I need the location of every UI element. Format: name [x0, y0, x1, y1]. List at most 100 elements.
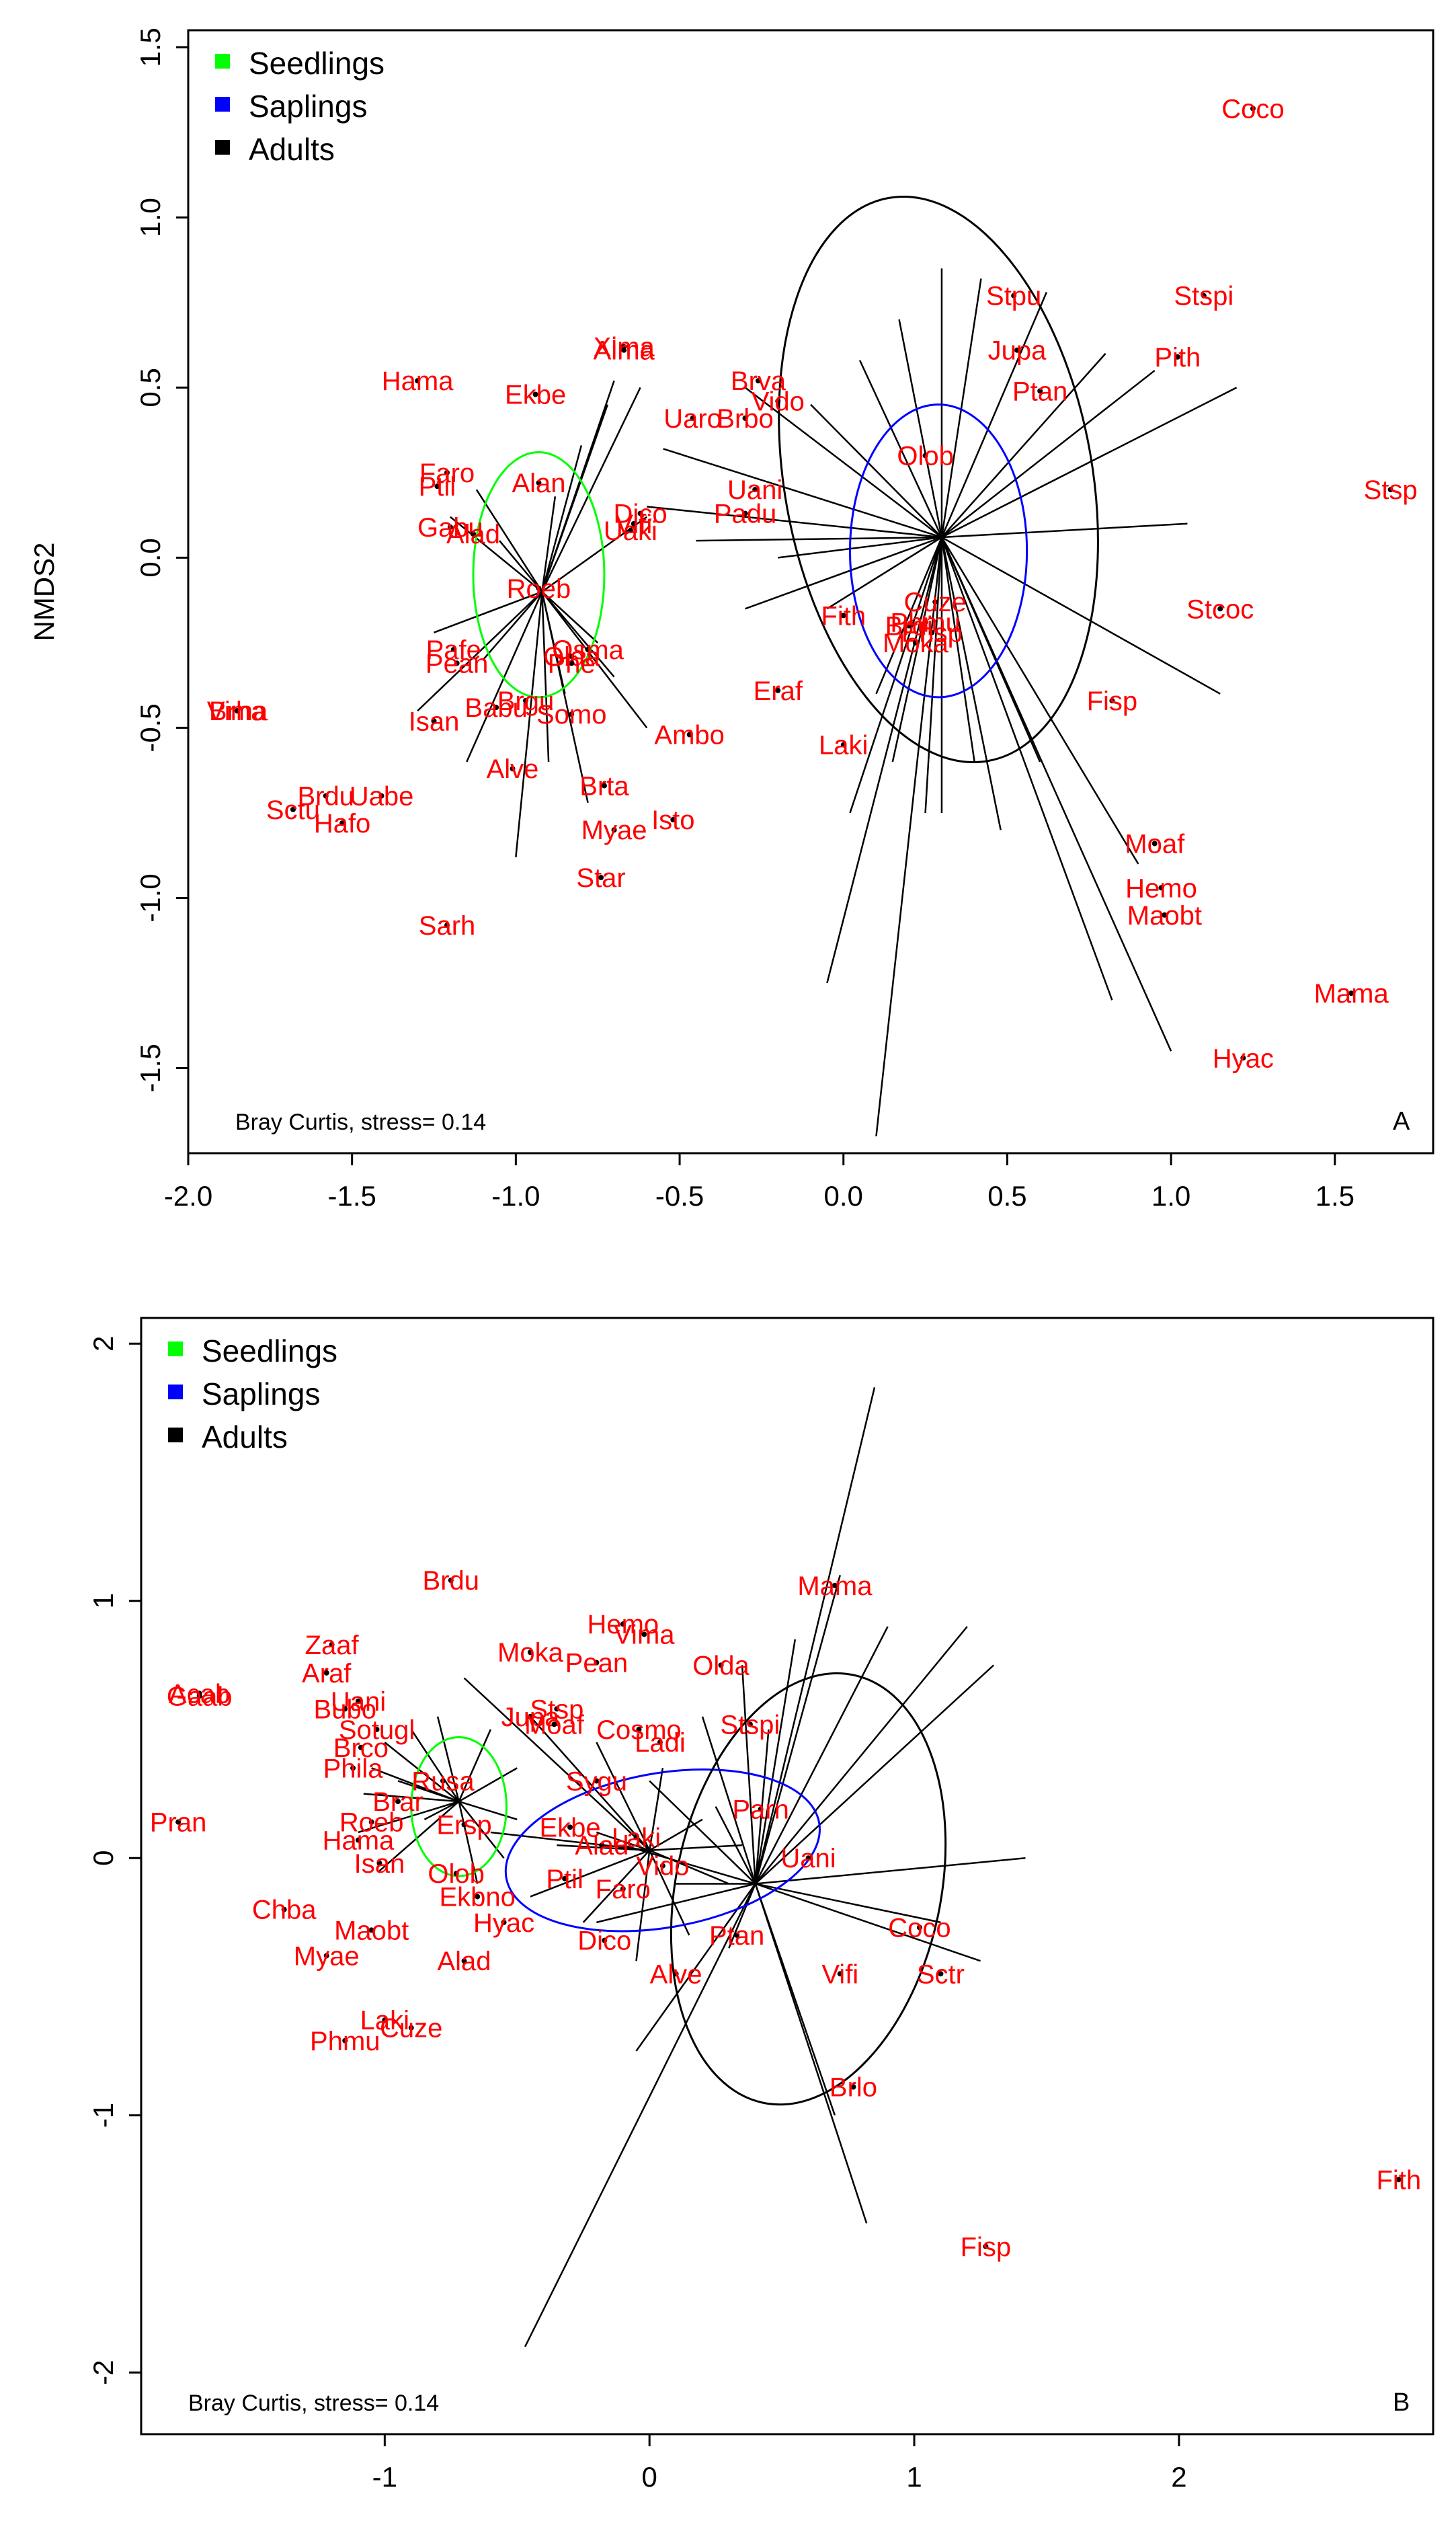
- species-point: [621, 347, 627, 353]
- species-point: [453, 1871, 459, 1877]
- spider-line-adults: [941, 352, 1106, 538]
- spider-line-adults: [826, 537, 943, 984]
- species-label: Fisp: [961, 2232, 1012, 2262]
- spider-line-adults: [849, 537, 943, 814]
- species-label: Maobt: [334, 1916, 409, 1945]
- spider-line-adults: [647, 506, 942, 539]
- species-point: [461, 1958, 467, 1964]
- species-label: Brdu: [423, 1566, 480, 1596]
- spider-line-seedlings: [541, 591, 550, 763]
- species-label: Coco: [888, 1913, 951, 1943]
- species-point: [447, 524, 453, 530]
- spider-line-adults: [754, 1626, 968, 1885]
- panel-a: -2.0 -1.5 -1.0 -0.5 0.0 0.5 1.0 1.5 -1.5 -1.0 -0.5…: [28, 28, 1434, 1212]
- species-point: [493, 705, 499, 711]
- spider-line-adults: [696, 536, 942, 542]
- species-point: [840, 742, 846, 748]
- species-point: [368, 1927, 374, 1933]
- species-point: [342, 1706, 348, 1712]
- species-label: Brdu: [297, 782, 354, 812]
- species-label: Uaki: [604, 516, 657, 546]
- species-label: Hafo: [314, 809, 371, 839]
- plot-frame: [140, 1317, 1434, 2436]
- spider-line-adults: [858, 360, 943, 538]
- species-label: Ladi: [635, 1728, 686, 1758]
- ellipse-seedlings: [472, 451, 606, 699]
- spider-line-adults: [754, 1387, 876, 1884]
- spider-line-seedlings: [378, 1801, 460, 1872]
- spider-line-adults: [754, 1639, 797, 1884]
- species-label: Sctr: [917, 1959, 965, 1989]
- species-point: [718, 1662, 724, 1668]
- spider-line-seedlings: [384, 1742, 460, 1803]
- species-label: Alad: [437, 1947, 491, 1976]
- species-point: [1014, 347, 1020, 353]
- legend-swatch-saplings: [215, 97, 230, 112]
- species-point: [637, 510, 643, 516]
- species-point: [840, 613, 846, 619]
- species-point: [686, 732, 692, 738]
- species-label: Gabu: [417, 513, 483, 543]
- species-label: Hemo: [1125, 873, 1197, 903]
- spider-line-saplings: [635, 1850, 651, 1961]
- y-tick-label: -2: [87, 2360, 119, 2385]
- spider-line-saplings: [596, 1742, 651, 1851]
- species-point: [554, 1706, 560, 1712]
- species-label: Laki: [612, 1824, 661, 1853]
- legend-swatch-saplings: [168, 1385, 183, 1399]
- x-tick-label: 0.5: [987, 1180, 1026, 1212]
- species-point: [444, 922, 450, 928]
- species-label: Brdi: [885, 612, 933, 641]
- spider-line-adults: [940, 292, 1048, 538]
- species-label: Hama: [323, 1826, 395, 1855]
- species-point: [631, 520, 637, 527]
- species-point: [323, 1953, 329, 1959]
- species-point: [850, 2084, 856, 2090]
- legend-label: Adults: [202, 1419, 288, 1454]
- species-point: [938, 1971, 944, 1977]
- species-label: Vifi: [615, 510, 652, 539]
- x-tick-label: 2: [1171, 2461, 1186, 2493]
- spider-line-seedlings: [397, 1780, 460, 1803]
- species-point: [1201, 293, 1207, 299]
- spider-line-adults: [940, 537, 975, 763]
- species-label: Uabe: [350, 782, 414, 812]
- species-label: Phila: [323, 1754, 384, 1783]
- stress-annotation: Bray Curtis, stress= 0.14: [235, 1109, 486, 1135]
- species-label: Hyac: [1213, 1044, 1274, 1073]
- species-point: [1217, 606, 1223, 612]
- x-tick-label: -1: [372, 2461, 397, 2493]
- y-tick-label: 1.0: [134, 198, 166, 237]
- species-label: Ehsp: [901, 619, 963, 648]
- species-point: [585, 647, 591, 653]
- species-label: Gaab: [167, 1682, 233, 1711]
- species-point: [522, 697, 528, 703]
- species-point: [641, 1631, 647, 1637]
- species-point: [922, 453, 928, 459]
- species-label: Ersp: [436, 1811, 491, 1840]
- species-label: Phmu: [310, 2027, 380, 2056]
- species-label: Dico: [614, 500, 668, 529]
- panel-label: A: [1393, 1107, 1410, 1136]
- species-point: [620, 1621, 626, 1627]
- species-point: [756, 378, 762, 384]
- legend-swatch-adults: [215, 140, 230, 155]
- spider-line-seedlings: [410, 1729, 460, 1802]
- species-point: [1250, 106, 1256, 112]
- species-label: Olda: [543, 642, 600, 672]
- species-label: Fith: [821, 601, 866, 631]
- spider-line-adults: [875, 537, 943, 695]
- species-label: Laki: [819, 731, 868, 761]
- species-label: Faro: [419, 459, 475, 488]
- y-tick-label: -0.5: [134, 703, 166, 752]
- y-tick-label: 0.5: [134, 368, 166, 407]
- species-label: Faro: [596, 1875, 651, 1904]
- species-point: [670, 817, 676, 823]
- spider-line-saplings: [649, 1850, 690, 1936]
- species-point: [527, 1713, 533, 1719]
- species-label: Bubo: [314, 1695, 376, 1724]
- species-label: Pran: [150, 1808, 207, 1838]
- species-point: [175, 1819, 181, 1825]
- plot-frame: [187, 29, 1434, 1155]
- species-point: [431, 718, 437, 724]
